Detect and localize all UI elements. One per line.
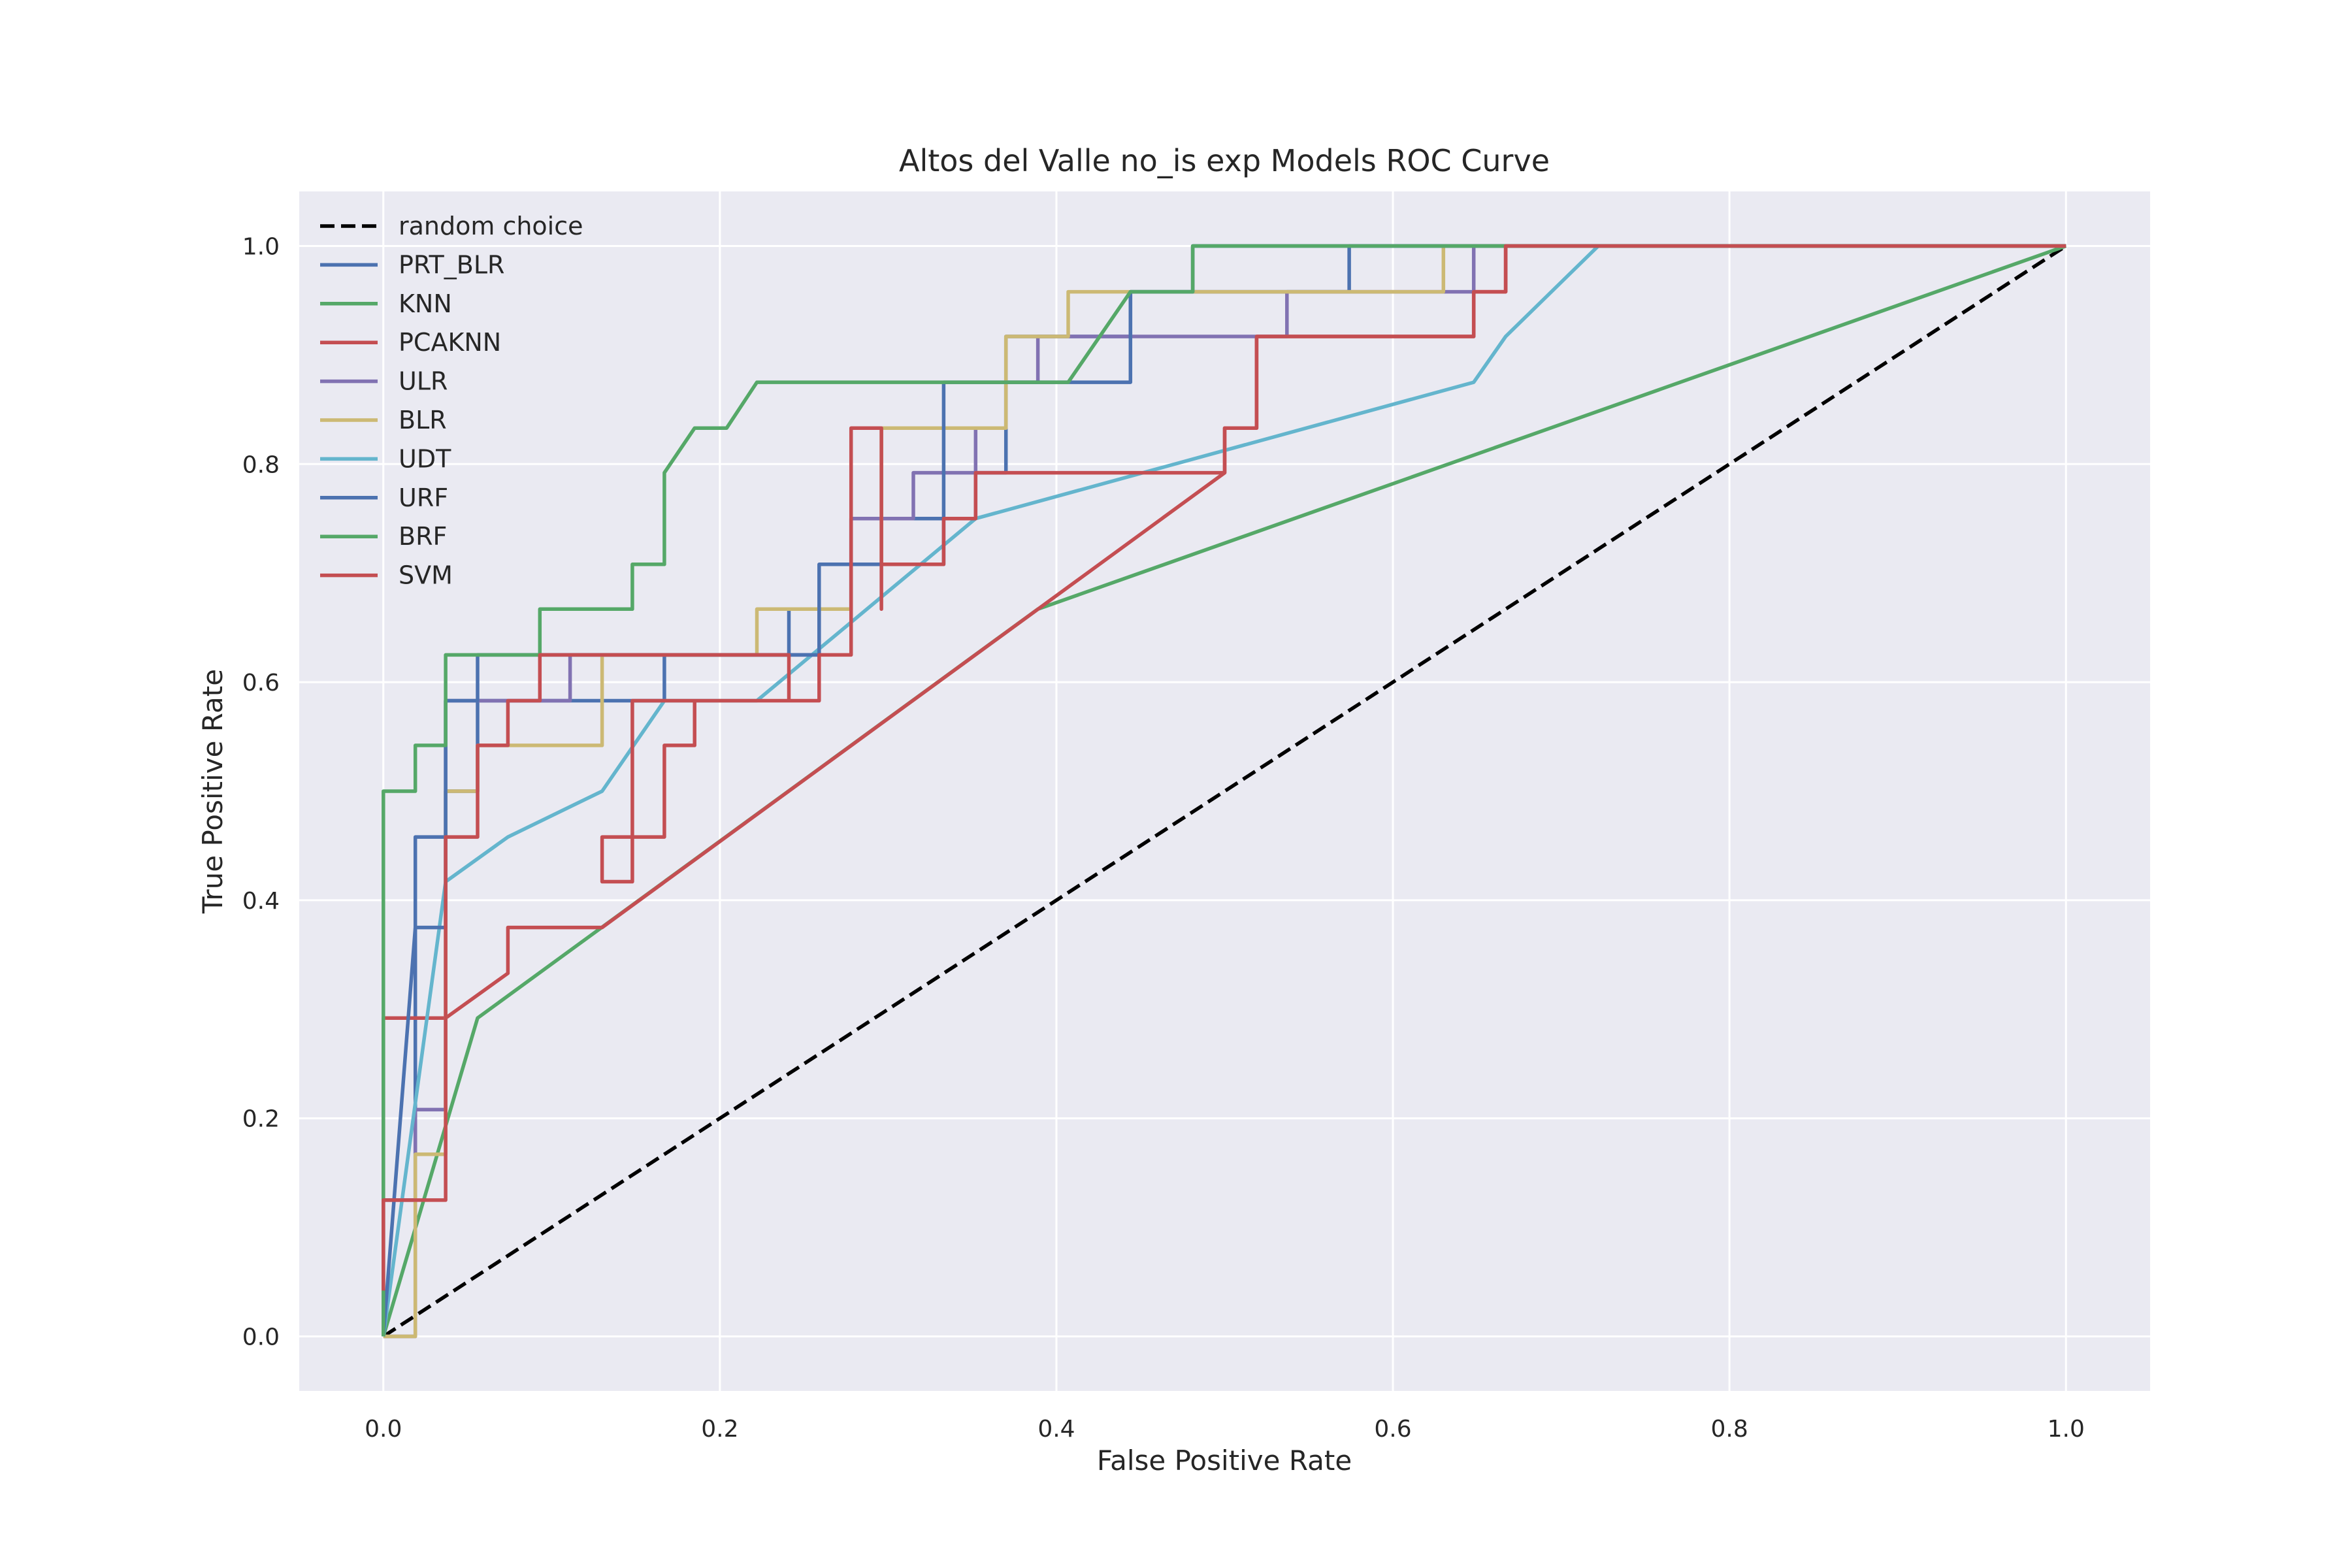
y-tick-label: 0.2	[242, 1106, 280, 1133]
x-tick-label: 0.0	[365, 1416, 402, 1443]
series-lines	[382, 244, 2067, 1339]
y-axis-label: True Positive Rate	[197, 669, 229, 914]
legend: random choice PRT_BLR KNN PCAKNN ULR BLR UDT UR…	[320, 212, 583, 590]
legend-label: SVM	[399, 561, 453, 590]
tick-labels: 0.0 0.2 0.4 0.6 0.8 1.0 0.0 0.2 0.4 0.6 0.8 1.0	[242, 233, 2085, 1443]
y-tick-label: 0.8	[242, 451, 280, 478]
legend-label: BRF	[399, 522, 447, 551]
series-line-brf	[382, 244, 2066, 1337]
x-tick-label: 1.0	[2048, 1416, 2085, 1443]
x-tick-label: 0.8	[1711, 1416, 1748, 1443]
legend-label: BLR	[399, 406, 447, 434]
legend-label: PRT_BLR	[399, 250, 504, 279]
legend-label: ULR	[399, 367, 448, 396]
x-tick-label: 0.4	[1037, 1416, 1075, 1443]
x-tick-label: 0.6	[1374, 1416, 1411, 1443]
y-tick-label: 0.0	[242, 1324, 280, 1351]
legend-label: random choice	[399, 212, 583, 240]
y-tick-label: 0.6	[242, 670, 280, 696]
x-axis-label: False Positive Rate	[1097, 1445, 1352, 1477]
x-tick-label: 0.2	[701, 1416, 738, 1443]
legend-label: UDT	[399, 444, 451, 473]
legend-label: URF	[399, 483, 448, 512]
legend-label: KNN	[399, 289, 452, 318]
y-tick-label: 0.4	[242, 888, 280, 915]
y-tick-label: 1.0	[242, 233, 280, 260]
legend-label: PCAKNN	[399, 328, 501, 357]
chart-title: Altos del Valle no_is exp Models ROC Cur…	[899, 143, 1550, 178]
series-line-svm	[382, 244, 2066, 1291]
